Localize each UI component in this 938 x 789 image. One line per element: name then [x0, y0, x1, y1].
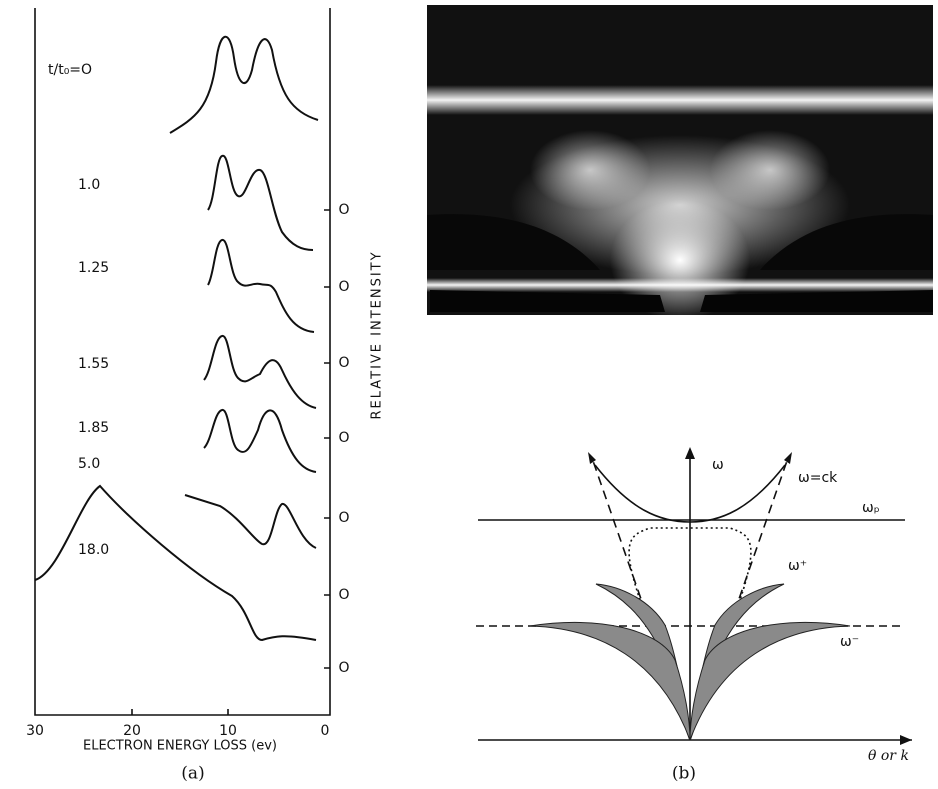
curve-label: 18.0 [78, 542, 109, 558]
zero-label: O [338, 355, 349, 371]
caption: (a) [181, 764, 204, 784]
curve [169, 35, 319, 134]
zero-label: O [338, 660, 349, 676]
zero-label: O [338, 430, 349, 446]
zero-label: O [338, 510, 349, 526]
panel-b-diagram: ω ω=ck ωₚ ω⁺ ω⁻ θ or k (b) [476, 447, 912, 784]
ticks [131, 209, 330, 715]
x-tick-label: 30 [26, 723, 44, 739]
label: ω⁺ [788, 558, 807, 574]
label: ω=ck [798, 470, 838, 486]
curve [34, 484, 317, 642]
curve-label: 1.25 [78, 260, 109, 276]
curve-label: 5.0 [78, 456, 100, 472]
x-axis-title: ELECTRON ENERGY LOSS (ev) [83, 739, 277, 754]
panel-a: 30 20 10 0 ELECTRON ENERGY LOSS (ev) REL… [26, 8, 385, 784]
zero-label: O [338, 279, 349, 295]
frame [34, 8, 331, 716]
zero-label: O [338, 587, 349, 603]
zero-label: O [338, 202, 349, 218]
label: ω [712, 457, 724, 473]
curve [207, 238, 315, 333]
curve-label: 1.0 [78, 177, 100, 193]
curve-label: t/t₀=O [48, 62, 92, 78]
label: ωₚ [862, 500, 880, 516]
y-axis-title: RELATIVE INTENSITY [370, 250, 385, 419]
curve [184, 494, 317, 549]
x-tick-label: 0 [321, 723, 330, 739]
curve [203, 408, 317, 473]
label: θ or k [868, 748, 909, 764]
curve [207, 154, 314, 251]
curve-label: 1.55 [78, 356, 109, 372]
curve-label: 1.85 [78, 420, 109, 436]
curve [203, 335, 317, 409]
caption: (b) [672, 764, 696, 784]
x-tick-label: 20 [123, 723, 141, 739]
label: ω⁻ [840, 634, 859, 650]
panel-b-image [427, 5, 933, 320]
x-tick-label: 10 [219, 723, 237, 739]
